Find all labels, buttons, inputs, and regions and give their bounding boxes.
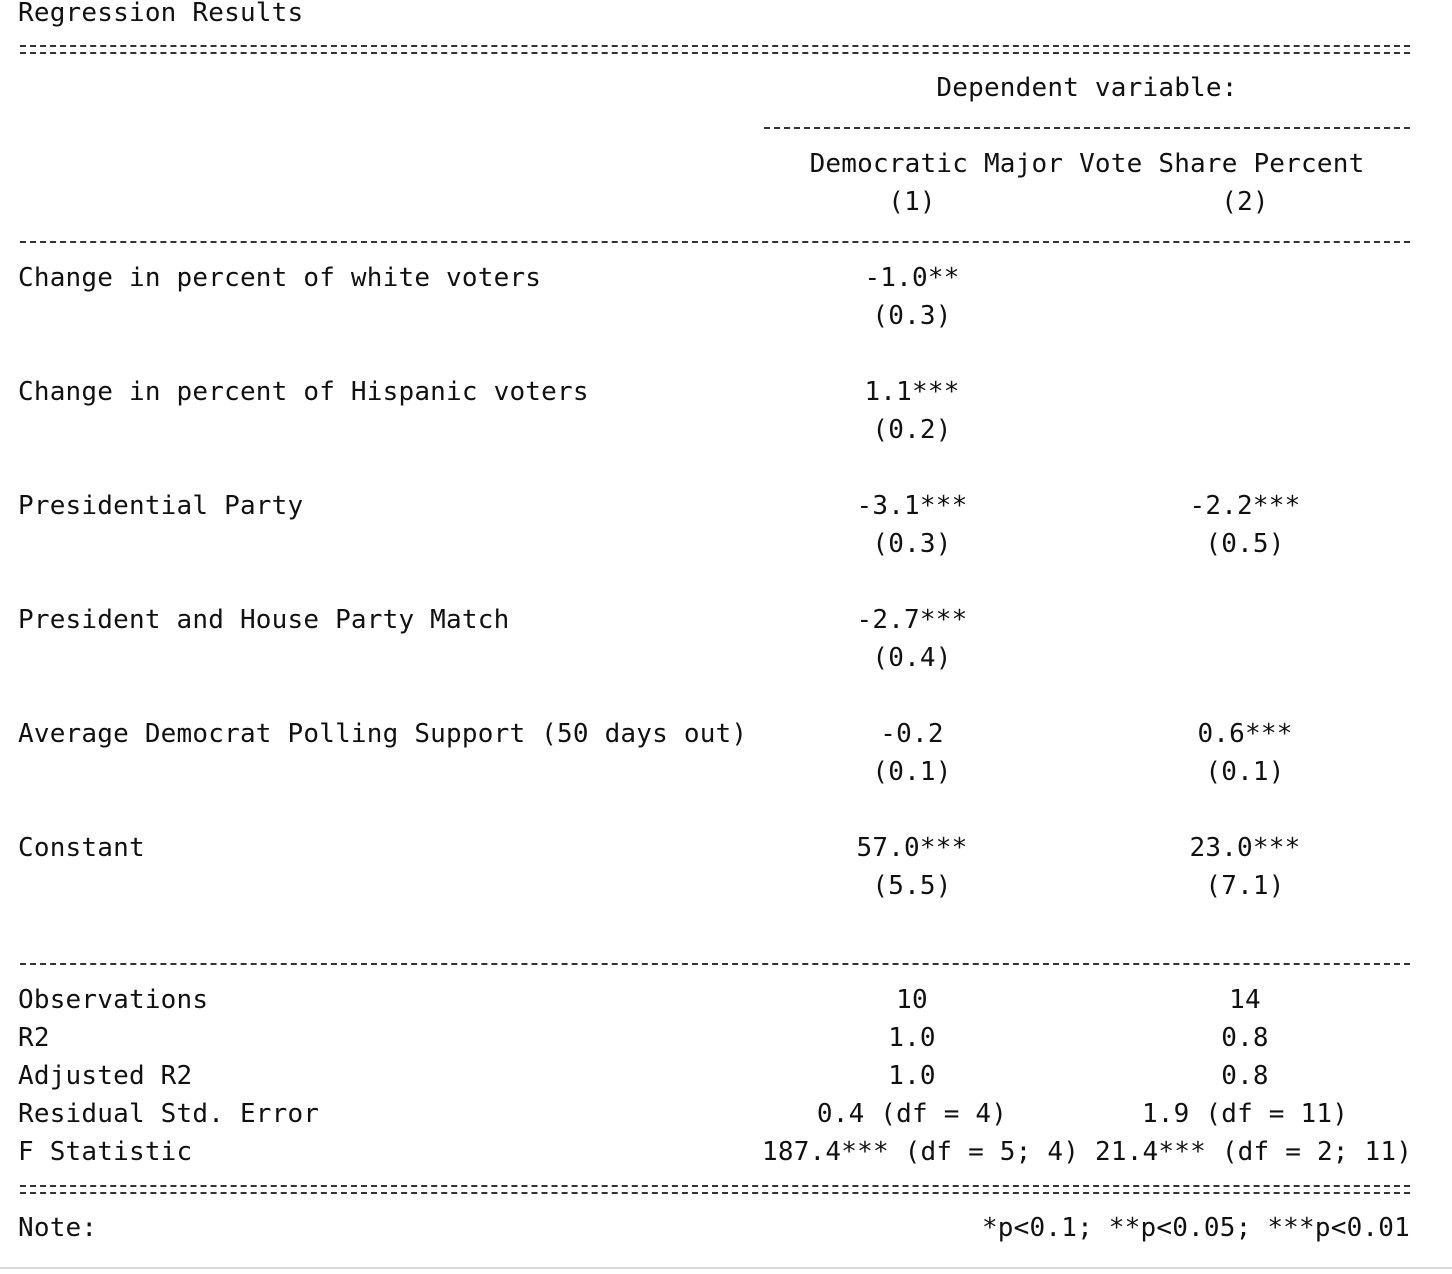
top-double-rule	[20, 45, 1410, 54]
coef-constant-col2: 23.0***	[1189, 833, 1301, 863]
stat-residual-se-col2: 1.9 (df = 11)	[1141, 1099, 1349, 1129]
se-presidential-party-col2: (0.5)	[1205, 529, 1285, 559]
coef-presidential-party-col2: -2.2***	[1189, 491, 1301, 521]
header-rule	[20, 241, 1410, 243]
coef-polling-support-col1: -0.2	[880, 719, 944, 749]
se-polling-support-col2: (0.1)	[1205, 757, 1285, 787]
coef-party-match-col1: -2.7***	[856, 605, 968, 635]
stat-label-r2: R2	[18, 1023, 50, 1053]
column-header-1: (1)	[888, 187, 936, 217]
se-polling-support-col1: (0.1)	[872, 757, 952, 787]
se-white-voters-col1: (0.3)	[872, 301, 952, 331]
row-label-hispanic-voters: Change in percent of Hispanic voters	[18, 377, 589, 407]
stat-label-residual-se: Residual Std. Error	[18, 1099, 320, 1129]
coef-hispanic-voters-col1: 1.1***	[864, 377, 960, 407]
dependent-variable-name: Democratic Major Vote Share Percent	[809, 149, 1365, 179]
bottom-double-rule	[20, 1185, 1410, 1194]
row-label-constant: Constant	[18, 833, 145, 863]
header-underline	[764, 127, 1410, 129]
stat-r2-col2: 0.8	[1221, 1023, 1269, 1053]
row-label-presidential-party: Presidential Party	[18, 491, 304, 521]
coef-constant-col1: 57.0***	[856, 833, 968, 863]
se-constant-col2: (7.1)	[1205, 871, 1285, 901]
row-label-polling-support: Average Democrat Polling Support (50 day…	[18, 719, 748, 749]
coef-presidential-party-col1: -3.1***	[856, 491, 968, 521]
stat-f-statistic-col1: 187.4*** (df = 5; 4)	[762, 1137, 1080, 1167]
stat-r2-col1: 1.0	[888, 1023, 936, 1053]
image-bottom-border	[0, 1267, 1452, 1269]
note-significance: *p<0.1; **p<0.05; ***p<0.01	[981, 1213, 1410, 1243]
se-constant-col1: (5.5)	[872, 871, 952, 901]
stat-observations-col1: 10	[896, 985, 928, 1015]
row-label-white-voters: Change in percent of white voters	[18, 263, 542, 293]
stat-residual-se-col1: 0.4 (df = 4)	[816, 1099, 1008, 1129]
stat-label-f-statistic: F Statistic	[18, 1137, 193, 1167]
table-title: Regression Results	[18, 0, 304, 28]
stat-observations-col2: 14	[1229, 985, 1261, 1015]
stat-adjusted-r2-col1: 1.0	[888, 1061, 936, 1091]
se-hispanic-voters-col1: (0.2)	[872, 415, 952, 445]
stat-label-observations: Observations	[18, 985, 209, 1015]
se-party-match-col1: (0.4)	[872, 643, 952, 673]
coef-polling-support-col2: 0.6***	[1197, 719, 1293, 749]
dependent-variable-label: Dependent variable:	[936, 73, 1238, 103]
row-label-party-match: President and House Party Match	[18, 605, 510, 635]
note-label: Note:	[18, 1213, 98, 1243]
coef-white-voters-col1: -1.0**	[864, 263, 960, 293]
se-presidential-party-col1: (0.3)	[872, 529, 952, 559]
stats-rule	[20, 963, 1410, 965]
stat-adjusted-r2-col2: 0.8	[1221, 1061, 1269, 1091]
stat-label-adjusted-r2: Adjusted R2	[18, 1061, 193, 1091]
column-header-2: (2)	[1221, 187, 1269, 217]
stat-f-statistic-col2: 21.4*** (df = 2; 11)	[1095, 1137, 1413, 1167]
